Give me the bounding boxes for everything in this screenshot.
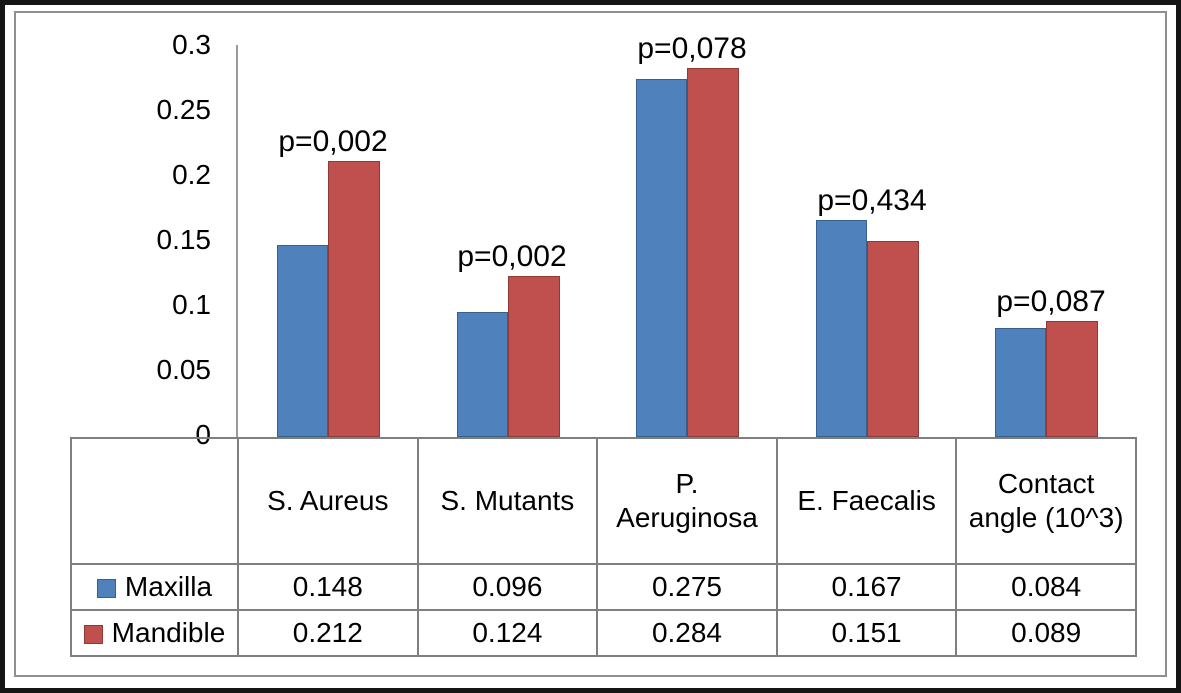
bar-maxilla-2 <box>457 312 508 437</box>
table-cell: 0.148 <box>237 563 419 611</box>
bar-mandible-3 <box>687 68 739 437</box>
p-value-annotation: p=0,078 <box>637 32 747 65</box>
y-axis-tick-label: 0.2 <box>172 159 211 190</box>
table-cell: 0.096 <box>416 563 599 611</box>
bar-maxilla-3 <box>636 79 687 437</box>
table-cell: 0.212 <box>237 609 419 657</box>
bar-mandible-2 <box>508 276 560 437</box>
y-axis-line <box>236 45 238 437</box>
legend-item-mandible: Mandible <box>70 609 239 657</box>
table-cell: 0.275 <box>596 563 778 611</box>
category-header: S. Aureus <box>237 437 419 565</box>
category-header: E. Faecalis <box>775 437 958 565</box>
table-cell: 0.284 <box>596 609 778 657</box>
legend-label: Maxilla <box>124 571 213 602</box>
maxilla-swatch-icon <box>96 579 116 598</box>
table-cell: 0.151 <box>775 609 958 657</box>
category-header: P. Aeruginosa <box>596 437 778 565</box>
y-axis-tick-label: 0.1 <box>172 289 211 320</box>
bar-maxilla-5 <box>995 328 1046 437</box>
table-row: Maxilla 0.148 0.096 0.275 0.167 0.084 <box>70 563 1137 611</box>
data-table: S. Aureus S. Mutants P. Aeruginosa E. Fa… <box>70 437 1137 657</box>
bar-mandible-1 <box>328 161 380 437</box>
table-cell: 0.089 <box>955 609 1137 657</box>
bar-maxilla-4 <box>816 220 867 437</box>
p-value-annotation: p=0,434 <box>817 184 927 217</box>
table-cell: 0.167 <box>775 563 958 611</box>
bar-mandible-4 <box>867 241 919 437</box>
plot-area: p=0,002 p=0,002 p=0,078 p=0,434 p=0,087 <box>237 32 1135 437</box>
y-axis-tick-label: 0.15 <box>156 224 212 255</box>
legend-item-maxilla: Maxilla <box>70 563 239 611</box>
table-row: Mandible 0.212 0.124 0.284 0.151 0.089 <box>70 609 1137 657</box>
bar-maxilla-1 <box>277 245 328 437</box>
p-value-annotation: p=0,002 <box>278 125 388 158</box>
y-axis-tick-label: 0.05 <box>156 354 212 385</box>
table-corner-cell <box>70 437 239 565</box>
bar-mandible-5 <box>1046 321 1098 437</box>
category-header: Contact angle (10^3) <box>955 437 1137 565</box>
p-value-annotation: p=0,087 <box>996 285 1106 318</box>
y-axis-tick-label: 0.25 <box>156 94 212 125</box>
table-cell: 0.084 <box>955 563 1137 611</box>
mandible-swatch-icon <box>83 625 103 644</box>
table-cell: 0.124 <box>416 609 599 657</box>
p-value-annotation: p=0,002 <box>457 240 567 273</box>
legend-label: Mandible <box>111 617 226 648</box>
category-header: S. Mutants <box>416 437 599 565</box>
y-axis-tick-label: 0.3 <box>172 29 211 60</box>
category-header-row: S. Aureus S. Mutants P. Aeruginosa E. Fa… <box>70 437 1137 565</box>
